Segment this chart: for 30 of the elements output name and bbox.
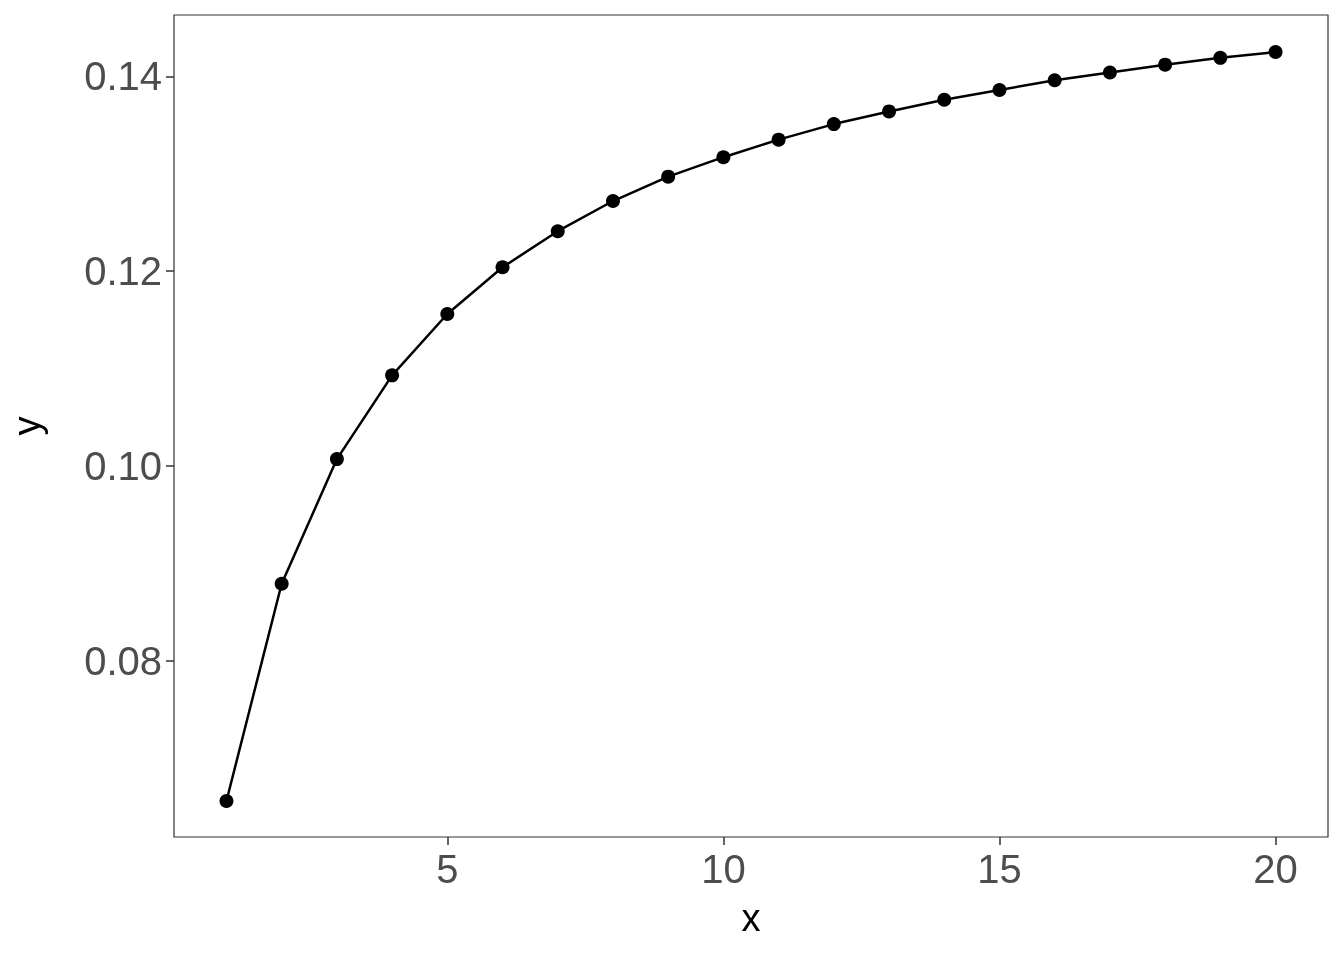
point <box>1102 65 1117 80</box>
point <box>992 83 1007 97</box>
point <box>771 132 786 147</box>
point <box>1268 45 1283 60</box>
x-axis-title: x <box>741 897 761 939</box>
point <box>219 793 234 808</box>
point <box>1158 57 1173 72</box>
point <box>605 194 620 209</box>
y-tick-label: 0.12 <box>84 249 162 294</box>
point <box>440 307 455 321</box>
point <box>937 92 952 107</box>
point <box>882 104 897 119</box>
y-axis-title: y <box>6 416 48 436</box>
point <box>716 150 731 165</box>
point <box>329 452 344 467</box>
point <box>826 117 841 132</box>
point <box>661 169 676 184</box>
point <box>1213 50 1228 65</box>
x-tick-label: 20 <box>1253 847 1298 891</box>
x-tick-label: 5 <box>436 847 459 891</box>
y-tick-label: 0.14 <box>84 54 162 99</box>
y-tick-label: 0.08 <box>84 638 162 683</box>
x-tick-label: 15 <box>977 847 1022 891</box>
point <box>274 576 289 591</box>
point <box>385 368 400 383</box>
point <box>550 224 565 239</box>
y-tick-label: 0.10 <box>84 443 162 488</box>
x-tick-label: 10 <box>701 847 746 891</box>
point <box>495 260 510 275</box>
point <box>1047 73 1062 88</box>
